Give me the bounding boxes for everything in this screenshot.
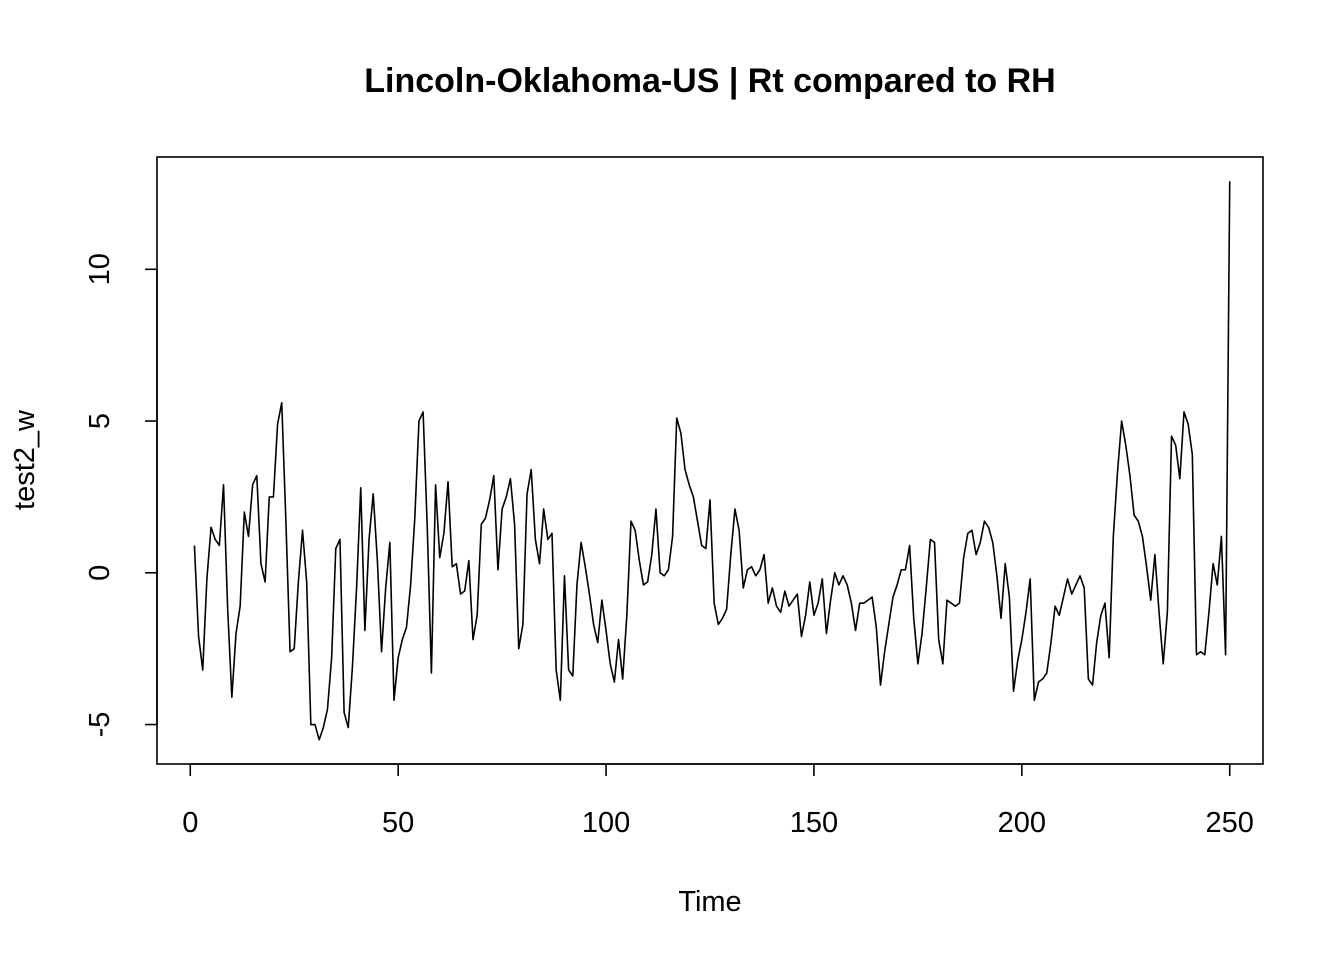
series-line (193, 181, 1231, 741)
chart-title: Lincoln-Oklahoma-US | Rt compared to RH (364, 62, 1055, 100)
series-layer (193, 181, 1231, 741)
y-axis: -5 0 5 10 (84, 253, 158, 738)
y-tick-label: 5 (84, 413, 116, 429)
x-tick-label: 150 (790, 807, 838, 839)
x-axis-label: Time (678, 886, 741, 918)
plot-frame (156, 156, 1264, 765)
y-tick-label: 0 (84, 565, 116, 581)
y-axis-label: test2_w (9, 409, 41, 510)
y-tick-label: -5 (84, 712, 116, 738)
y-tick-label: 10 (84, 253, 116, 285)
x-axis: 0 50 100 150 200 250 (182, 763, 1254, 839)
x-tick-label: 250 (1206, 807, 1254, 839)
x-tick-label: 0 (182, 807, 198, 839)
x-tick-label: 100 (582, 807, 630, 839)
x-tick-label: 200 (998, 807, 1046, 839)
x-tick-label: 50 (382, 807, 414, 839)
